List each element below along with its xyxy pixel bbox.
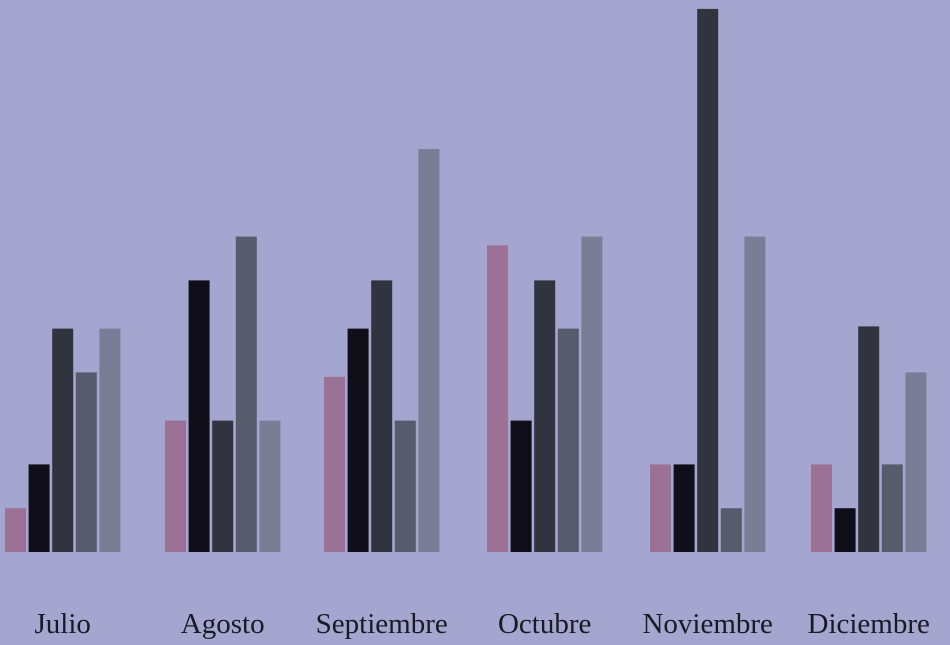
bar-octubre-series-5 — [581, 236, 603, 552]
bar-noviembre-series-4 — [720, 508, 742, 552]
bar-agosto-series-2 — [188, 280, 210, 552]
x-tick-label: Octubre — [498, 608, 591, 640]
bar-julio-series-2 — [28, 464, 50, 552]
bar-agosto-series-3 — [212, 420, 234, 552]
bar-noviembre-series-2 — [673, 464, 695, 552]
bar-agosto-series-1 — [165, 420, 186, 552]
bar-noviembre-series-5 — [744, 236, 766, 552]
bar-septiembre-series-2 — [347, 328, 369, 552]
bar-septiembre-series-1 — [324, 376, 345, 552]
bar-diciembre-series-4 — [881, 464, 903, 552]
bar-diciembre-series-3 — [858, 326, 880, 552]
bar-agosto-series-5 — [259, 420, 281, 552]
bar-noviembre-series-1 — [650, 464, 671, 552]
bar-agosto-series-4 — [235, 236, 257, 552]
x-tick-label: Agosto — [181, 608, 265, 640]
bar-diciembre-series-5 — [905, 372, 927, 552]
bar-octubre-series-3 — [534, 280, 556, 552]
bar-julio-series-1 — [5, 508, 26, 552]
bar-julio-series-3 — [52, 328, 74, 552]
bar-septiembre-series-5 — [418, 149, 440, 552]
x-tick-label: Septiembre — [316, 608, 448, 640]
bar-octubre-series-1 — [487, 245, 508, 552]
bar-diciembre-series-1 — [811, 464, 832, 552]
bar-julio-series-4 — [75, 372, 97, 552]
bar-septiembre-series-3 — [371, 280, 393, 552]
bar-octubre-series-4 — [557, 328, 579, 552]
bar-diciembre-series-2 — [834, 508, 856, 552]
bar-septiembre-series-4 — [394, 420, 416, 552]
bar-julio-series-5 — [99, 328, 121, 552]
bar-noviembre-series-3 — [697, 8, 719, 552]
x-tick-label: Diciembre — [808, 608, 930, 640]
x-tick-label: Julio — [34, 608, 90, 640]
x-tick-label: Noviembre — [642, 608, 772, 640]
bar-octubre-series-2 — [510, 420, 532, 552]
